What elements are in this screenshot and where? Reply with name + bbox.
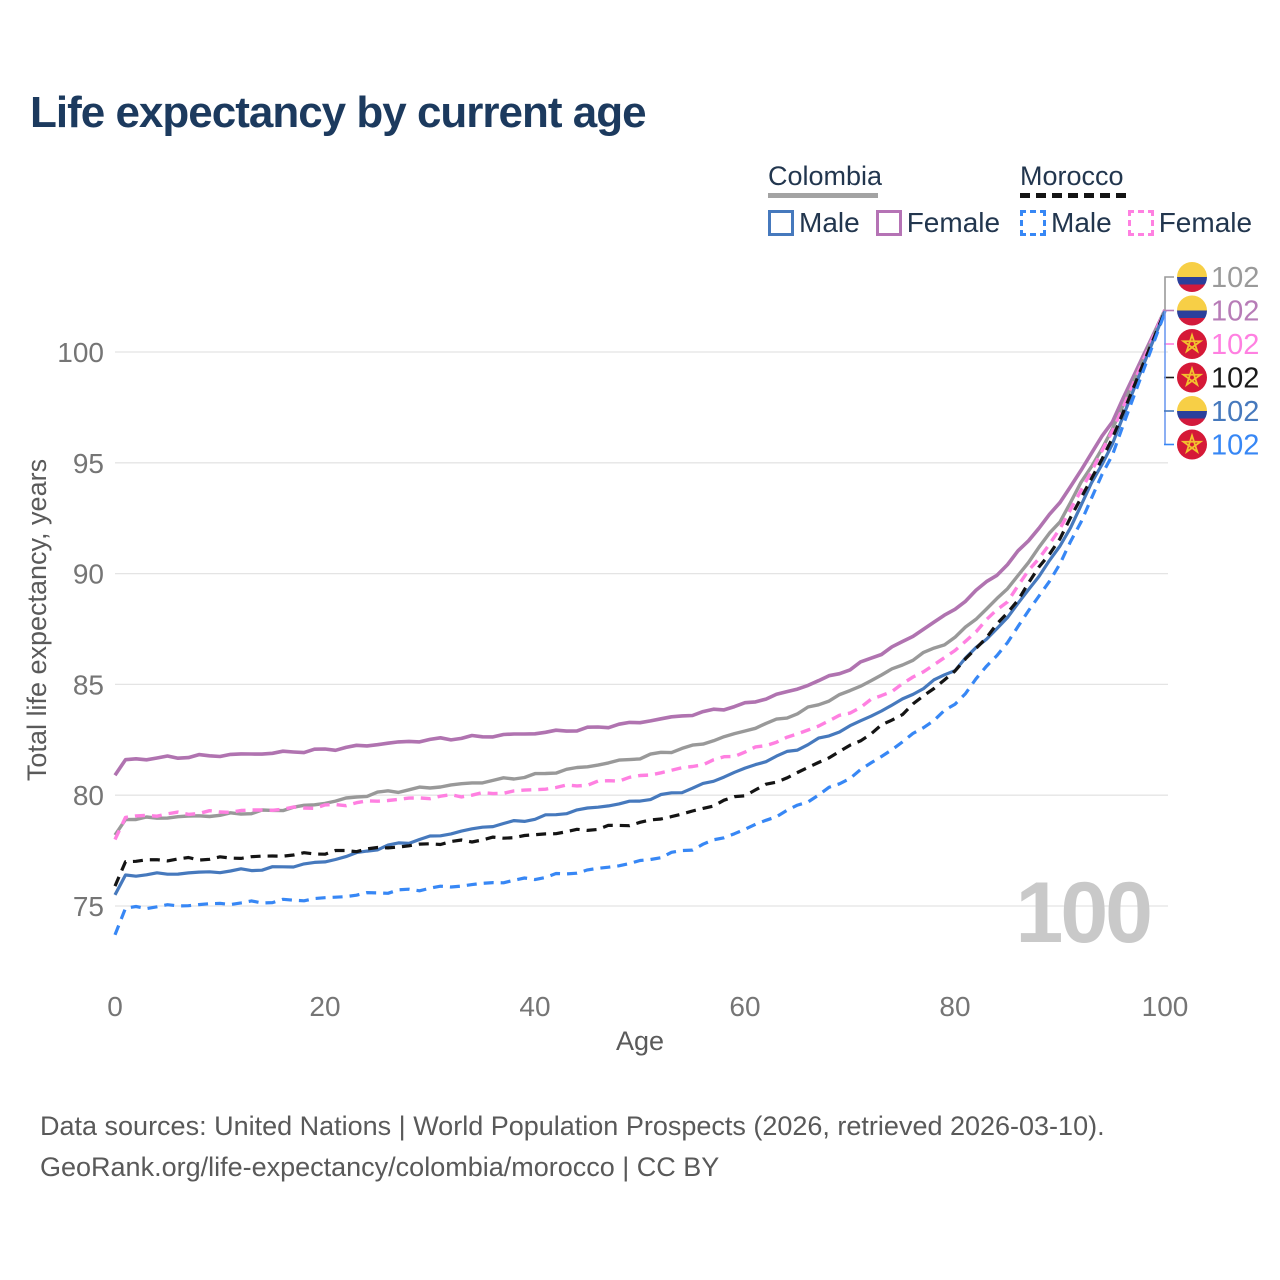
end-label-morocco-female: 102 [1211, 329, 1259, 361]
flag-field-red [1177, 329, 1207, 359]
flag-band-red [1177, 318, 1207, 326]
flag-star [1180, 365, 1204, 388]
flag-band-red [1177, 284, 1207, 292]
legend-label-morocco-female[interactable]: Female [1158, 207, 1253, 238]
end-label-colombia-male: 102 [1211, 396, 1259, 428]
legend-country-colombia[interactable]: Colombia [768, 161, 883, 191]
y-tick-label: 80 [73, 780, 104, 811]
legend-swatch-morocco-female[interactable] [1127, 210, 1154, 236]
legend-group-morocco: Morocco Male Female [1020, 161, 1268, 239]
flag-icon-morocco [1177, 362, 1207, 393]
flag-band-red [1177, 418, 1207, 426]
footer-line-1: Data sources: United Nations | World Pop… [40, 1111, 1105, 1141]
page-title: Life expectancy by current age [30, 88, 647, 137]
legend-group-colombia: Colombia Male Female [768, 161, 1016, 239]
flag-star [1180, 432, 1204, 455]
series-line-morocco-male[interactable] [113, 311, 1167, 936]
flag-icon-colombia [1177, 295, 1207, 326]
flag-band-blue [1177, 277, 1207, 285]
legend-country-morocco[interactable]: Morocco [1020, 161, 1124, 191]
flag-star [1180, 332, 1204, 354]
legend-swatch-morocco-male[interactable] [1020, 210, 1046, 236]
x-tick-label: 60 [729, 991, 760, 1022]
y-tick-label: 90 [73, 559, 104, 590]
flag-field-red [1177, 429, 1207, 460]
x-tick-label: 80 [939, 991, 970, 1022]
flag-band-yellow [1177, 295, 1207, 311]
flag-band-blue [1177, 310, 1207, 318]
legend-label-morocco-male[interactable]: Male [1051, 207, 1112, 238]
y-axis-title: Total life expectancy, years [22, 459, 52, 781]
legend-underline-morocco [1020, 193, 1126, 198]
footer-line-2: GeoRank.org/life-expectancy/colombia/mor… [40, 1152, 720, 1182]
x-tick-label: 20 [309, 991, 340, 1022]
gridlines-group [115, 351, 1168, 907]
data-sources-footer: Data sources: United Nations | World Pop… [40, 1106, 1240, 1188]
y-tick-label: 95 [73, 448, 104, 479]
x-tick-label: 0 [107, 991, 123, 1022]
end-label-colombia-total: 102 [1211, 262, 1259, 294]
legend-underline-colombia [768, 193, 878, 198]
legend-swatch-colombia-female[interactable] [875, 210, 902, 236]
flag-icon-morocco [1177, 429, 1207, 460]
y-tick-label: 75 [73, 891, 104, 922]
y-tick-label: 85 [73, 669, 104, 700]
series-line-colombia-total[interactable] [113, 309, 1167, 837]
series-line-colombia-female[interactable] [113, 309, 1167, 777]
flag-icon-morocco [1177, 329, 1207, 359]
leader-line [1164, 276, 1174, 312]
chart-legend: Colombia Male Female Morocco Male Female [0, 161, 1280, 251]
flag-icon-colombia [1177, 262, 1207, 292]
legend-swatch-colombia-male[interactable] [768, 210, 794, 236]
legend-label-colombia-male[interactable]: Male [799, 207, 860, 238]
tick-labels-group: 75 80 85 90 95 100 0 20 40 60 80 100 [57, 337, 1188, 1022]
x-tick-label: 100 [1142, 991, 1189, 1022]
series-lines-group [113, 309, 1167, 936]
end-label-colombia-female: 102 [1211, 296, 1259, 328]
end-label-morocco-total: 102 [1211, 363, 1259, 395]
flag-field-red [1177, 362, 1207, 393]
end-label-morocco-male: 102 [1211, 430, 1259, 462]
age-watermark: 100 [1016, 865, 1151, 961]
flag-band-blue [1177, 411, 1207, 419]
y-tick-label: 100 [57, 337, 104, 368]
x-axis-title: Age [616, 1026, 664, 1056]
flag-band-yellow [1177, 262, 1207, 277]
series-line-morocco-female[interactable] [113, 309, 1167, 841]
legend-label-colombia-female[interactable]: Female [906, 207, 1001, 238]
series-line-morocco-total[interactable] [113, 310, 1167, 887]
flag-band-yellow [1177, 396, 1207, 411]
x-tick-label: 40 [519, 991, 550, 1022]
flag-icon-colombia [1177, 396, 1207, 426]
